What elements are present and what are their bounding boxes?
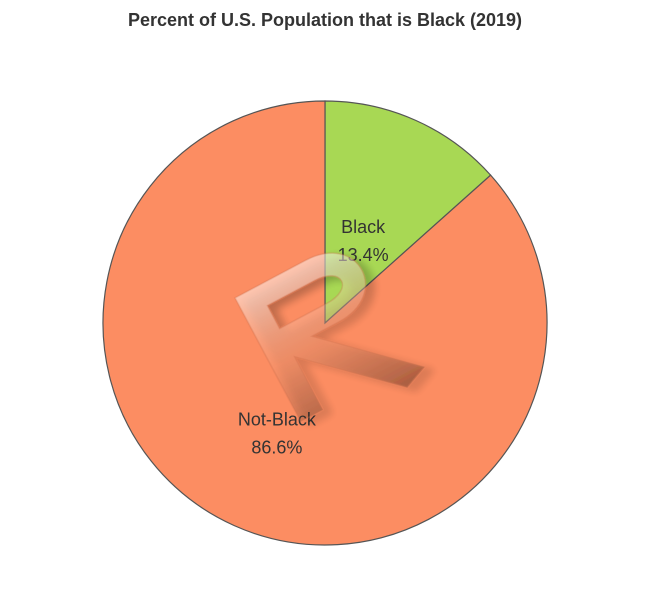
- chart-title: Percent of U.S. Population that is Black…: [127, 10, 523, 30]
- slice-value-not-black: 86.6%: [251, 437, 302, 457]
- slices-group: [102, 100, 548, 546]
- pie-slice-black: [324, 100, 492, 325]
- pie-slice-not-black: [102, 100, 548, 546]
- watermark-logo: [234, 252, 426, 423]
- slice-label-black: Black: [341, 217, 386, 237]
